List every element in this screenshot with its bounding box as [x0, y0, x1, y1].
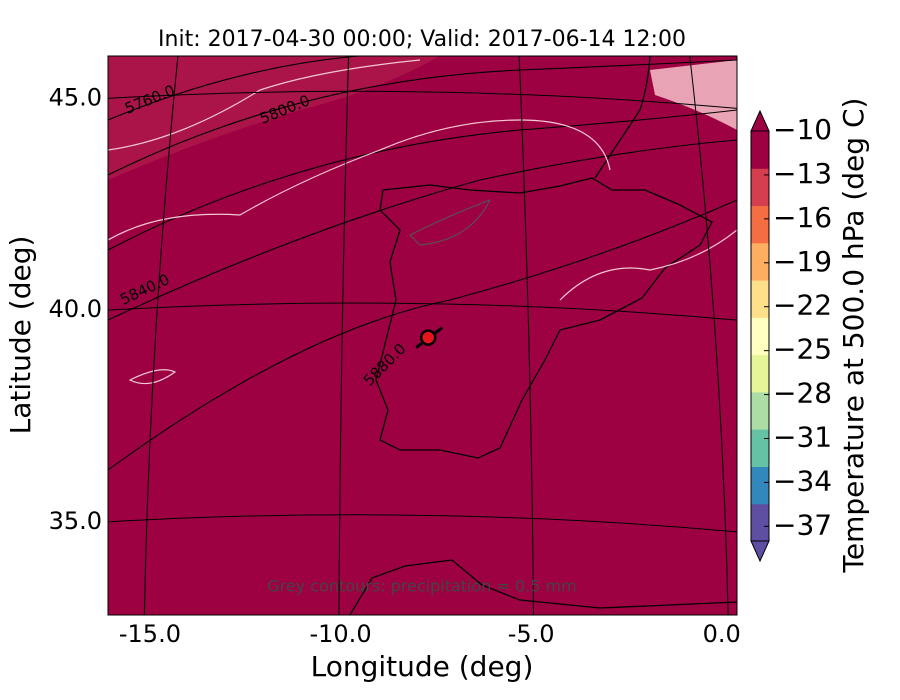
annotation: Grey contours: precipitation = 0.5 mm	[267, 577, 576, 596]
y-tick-label: 45.0	[49, 83, 102, 111]
colorbar-tick-label: −37	[773, 508, 832, 541]
meridian	[518, 56, 535, 615]
colorbar-segment	[751, 168, 769, 207]
parallel	[108, 514, 737, 533]
colorbar-frame	[750, 130, 770, 542]
x-axis-label: Longitude (deg)	[311, 650, 534, 683]
colorbar-tick-label: −31	[773, 421, 832, 454]
precip-contours	[409, 199, 492, 246]
colorbar-segment	[751, 280, 769, 318]
meridian	[689, 56, 729, 615]
y-axis-label: Latitude (deg)	[4, 236, 37, 435]
colorbar-segment	[751, 242, 769, 281]
x-tick-label: -5.0	[508, 620, 555, 648]
colorbar-tick-label: −25	[773, 333, 832, 366]
coastline	[349, 56, 737, 615]
parallel	[108, 90, 737, 109]
temperature-contours	[108, 59, 737, 385]
map-frame	[107, 55, 738, 616]
colorbar-segment	[751, 391, 769, 430]
colorbar-extend-low	[750, 540, 770, 563]
colorbar-label: Temperature at 500.0 hPa (deg C)	[837, 98, 870, 574]
colorbar-segment	[751, 205, 769, 244]
location-marker	[419, 329, 437, 346]
colorbar-extend-high	[750, 109, 770, 132]
height-contours	[108, 56, 737, 471]
colorbar-tick-label: −13	[773, 157, 832, 190]
y-tick-label: 40.0	[49, 295, 102, 323]
colorbar-segment	[751, 466, 769, 505]
colorbar-tick-label: −34	[773, 464, 832, 497]
colorbar-tick-label: −28	[773, 377, 832, 410]
map-area	[108, 56, 737, 615]
colorbar-tick-label: −10	[773, 113, 832, 146]
meridian	[143, 56, 179, 615]
meridian	[338, 56, 350, 615]
colorbar-segment	[751, 354, 769, 393]
y-tick-label: 35.0	[49, 507, 102, 535]
colorbar-segment	[751, 131, 769, 169]
chart-title: Init: 2017-04-30 00:00; Valid: 2017-06-1…	[158, 27, 686, 52]
x-tick-label: -10.0	[309, 620, 371, 648]
parallel	[108, 302, 737, 321]
x-tick-label: 0.0	[703, 620, 741, 648]
colorbar-segment	[751, 429, 769, 467]
colorbar-segment	[751, 317, 769, 356]
colorbar-segment	[751, 503, 769, 542]
colorbar-tick-label: −19	[773, 245, 832, 278]
warm-region	[108, 56, 440, 180]
colorbar-tick-label: −16	[773, 201, 832, 234]
x-tick-label: -15.0	[119, 620, 181, 648]
colorbar-tick-label: −22	[773, 289, 832, 322]
